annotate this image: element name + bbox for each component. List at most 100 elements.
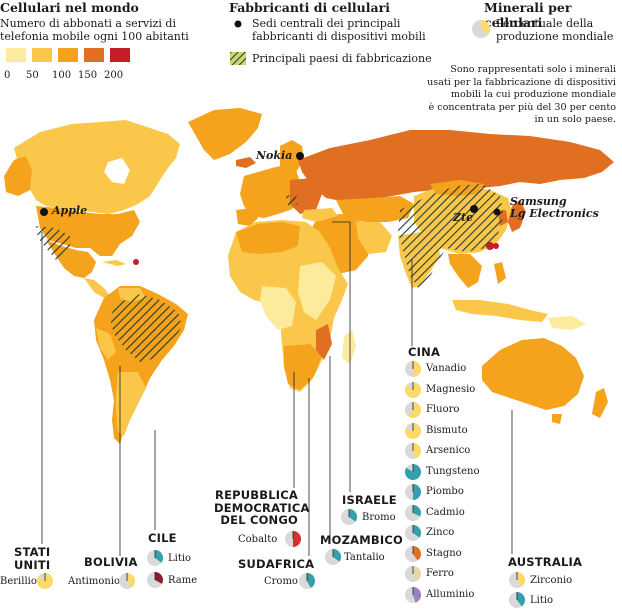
- country-mozambico: MOZAMBICO: [320, 533, 403, 547]
- cina-mineral-row: Tungsteno: [404, 463, 524, 481]
- minerals-note: Sono rappresentati solo i minerali usati…: [427, 64, 616, 125]
- pie-share-slice: [155, 550, 163, 563]
- scale-tick-label: 50: [26, 70, 39, 81]
- country-cina: CINA: [408, 345, 441, 359]
- land-turkey: [302, 208, 338, 222]
- land-papua: [548, 316, 586, 330]
- pie-share-slice: [413, 504, 422, 516]
- mineral-pie: [285, 531, 301, 547]
- mineral-label: Zinco: [426, 527, 455, 538]
- hq-nokia-dot: [296, 152, 304, 160]
- cina-mineral-row: Ferro: [404, 565, 524, 583]
- cina-mineral-row: Vanadio: [404, 360, 524, 378]
- country-usa: STATI UNITI: [14, 545, 51, 572]
- mineral-pie: [405, 545, 421, 562]
- pie-share-slice: [517, 592, 525, 607]
- subscribers-legend-title: Cellulari nel mondo: [0, 0, 139, 15]
- mineral-pie: [405, 504, 422, 521]
- cina-mineral-row: Piombo: [404, 483, 524, 501]
- high-value-spot: [493, 243, 499, 249]
- mineral-pie: [404, 422, 421, 439]
- pie-share-slice: [293, 531, 301, 547]
- mineral-pie: [37, 573, 54, 589]
- manufacturing-countries-legend-label: Principali paesi di fabbricazione: [252, 52, 432, 65]
- label-apple: Apple: [52, 204, 88, 217]
- cina-mineral-row: Alluminio: [404, 586, 524, 604]
- land-central-asia: [336, 196, 414, 222]
- mineral-pie: [341, 509, 357, 525]
- mineral-pie: [119, 573, 135, 589]
- mineral-pie: [509, 572, 525, 588]
- pie-share-slice: [413, 443, 422, 459]
- pie-share-slice: [413, 566, 421, 581]
- mineral-pie: [509, 592, 525, 608]
- mineral-pie: [405, 484, 421, 500]
- high-value-spot: [486, 242, 494, 250]
- pie-share-slice: [413, 586, 422, 603]
- manufacturers-legend-title: Fabbricanti di cellulari: [229, 0, 390, 15]
- mineral-pie: [299, 573, 315, 589]
- scale-tick-label: 0: [4, 70, 10, 81]
- mineral-label: Cadmio: [426, 506, 465, 518]
- land-scandinavia: [280, 140, 304, 176]
- mineral-label: Antimonio: [68, 576, 121, 587]
- label-samsung: Samsung: [510, 195, 567, 208]
- subscribers-legend-subtitle: Numero di abbonati a servizi di telefoni…: [0, 17, 189, 43]
- mineral-pie: [405, 361, 421, 377]
- country-cile: CILE: [148, 531, 177, 545]
- hatch-brazil: [110, 294, 182, 362]
- land-central-africa: [260, 286, 296, 330]
- land-caribbean: [102, 260, 126, 266]
- mineral-pie: [405, 463, 422, 480]
- pie-share-slice: [155, 572, 163, 584]
- share-legend-pie: [472, 20, 490, 38]
- land-philippines: [494, 262, 506, 284]
- mineral-label: Rame: [168, 575, 198, 586]
- mineral-label: Magnesio: [426, 383, 476, 395]
- scale-swatch: [6, 48, 26, 62]
- mineral-label: Vanadio: [426, 363, 467, 374]
- hq-apple-dot: [40, 208, 48, 216]
- mineral-label: Tungsteno: [426, 465, 480, 477]
- hq-dot-icon: [234, 20, 242, 28]
- mineral-pie: [405, 381, 422, 398]
- land-east-africa: [298, 262, 336, 320]
- mineral-label: Alluminio: [426, 588, 475, 600]
- land-japan: [508, 200, 526, 232]
- share-legend-label: Percentuale della produzione mondiale: [496, 17, 614, 43]
- country-congo: REPUBBLICA DEMOCRATICA DEL CONGO: [214, 488, 310, 527]
- land-peru: [96, 328, 116, 360]
- land-tasmania: [552, 414, 562, 424]
- label-zte: Zte: [453, 211, 474, 224]
- land-uk: [246, 174, 258, 192]
- country-australia: AUSTRALIA: [508, 555, 583, 569]
- land-south-africa: [284, 344, 322, 390]
- land-greenland: [188, 108, 262, 160]
- land-central-america: [84, 278, 110, 298]
- land-north-africa: [236, 222, 300, 254]
- leader-israele: [332, 221, 351, 492]
- pie-share-slice: [127, 573, 135, 588]
- pie-share-slice: [413, 545, 421, 560]
- label-lg: Lg Electronics: [510, 207, 599, 220]
- scale-swatch: [84, 48, 104, 62]
- mineral-label: Cobalto: [238, 534, 278, 545]
- pie-share-slice: [517, 572, 525, 587]
- mineral-pie: [405, 443, 422, 459]
- land-madagascar: [342, 330, 356, 364]
- mineral-label: Fluoro: [426, 404, 460, 415]
- mineral-pie: [405, 402, 422, 418]
- land-australia: [482, 338, 584, 410]
- mineral-label: Ferro: [426, 568, 454, 579]
- mineral-pie: [405, 586, 422, 603]
- label-nokia: Nokia: [256, 149, 293, 162]
- mineral-pie: [405, 525, 421, 541]
- cina-mineral-row: Zinco: [404, 524, 524, 542]
- mineral-label: Stagno: [426, 547, 462, 559]
- hq-zte-dot: [470, 205, 478, 213]
- mineral-label: Bromo: [362, 512, 396, 523]
- scale-swatch: [32, 48, 52, 62]
- pie-share-slice: [408, 402, 422, 418]
- mineral-label: Piombo: [426, 486, 464, 497]
